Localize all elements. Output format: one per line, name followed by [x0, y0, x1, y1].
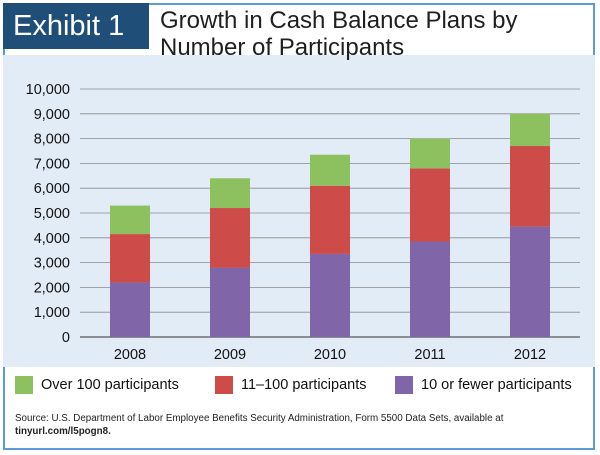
exhibit-label: Exhibit 1 [3, 3, 149, 49]
source-note: Source: U.S. Department of Labor Employe… [15, 413, 590, 438]
bar-2008-over-100-participants [110, 205, 150, 235]
y-tick-label: 9,000 [34, 107, 70, 123]
legend: Over 100 participants 11–100 participant… [15, 376, 590, 398]
y-tick-label: 8,000 [34, 132, 70, 148]
bar-2010-11-100-participants [310, 185, 350, 254]
x-tick-label: 2009 [214, 347, 246, 363]
plot-background [3, 55, 595, 367]
bar-2012-over-100-participants [510, 113, 550, 147]
x-tick-label: 2010 [314, 347, 346, 363]
bar-2009-11-100-participants [210, 208, 250, 268]
x-axis: 2008 2009 2010 2011 2012 [114, 347, 546, 363]
legend-item-10-or-fewer: 10 or fewer participants [395, 376, 572, 394]
bar-2011-10-or-fewer-participants [410, 241, 450, 337]
y-tick-label: 7,000 [34, 156, 70, 172]
bar-2008-11-100-participants [110, 234, 150, 283]
y-tick-label: 6,000 [34, 181, 70, 197]
legend-swatch-10-or-fewer [395, 376, 413, 394]
bar-2012-11-100-participants [510, 146, 550, 227]
y-tick-label: 10,000 [26, 82, 70, 98]
bar-2010-over-100-participants [310, 154, 350, 186]
legend-label-10-or-fewer: 10 or fewer participants [421, 377, 572, 393]
bar-2008-10-or-fewer-participants [110, 282, 150, 337]
y-axis: 0 1,000 2,000 3,000 4,000 5,000 6,000 7,000 8,00… [26, 82, 70, 346]
bar-2009-10-or-fewer-participants [210, 267, 250, 337]
bars [110, 113, 550, 337]
y-tick-label: 5,000 [34, 206, 70, 222]
bar-2010-10-or-fewer-participants [310, 253, 350, 337]
legend-label-11-100: 11–100 participants [241, 377, 367, 393]
legend-item-over-100: Over 100 participants [15, 376, 179, 394]
y-tick-label: 0 [62, 330, 70, 346]
source-url: tinyurl.com/l5pogn8. [15, 425, 111, 437]
legend-swatch-11-100 [215, 376, 233, 394]
y-tick-label: 2,000 [34, 280, 70, 296]
legend-label-over-100: Over 100 participants [41, 377, 179, 393]
y-tick-label: 1,000 [34, 305, 70, 321]
bar-2011-over-100-participants [410, 138, 450, 169]
x-tick-label: 2008 [114, 347, 146, 363]
x-tick-label: 2012 [514, 347, 546, 363]
bar-2011-11-100-participants [410, 168, 450, 242]
y-tick-label: 3,000 [34, 256, 70, 272]
legend-swatch-over-100 [15, 376, 33, 394]
x-tick-label: 2011 [414, 347, 445, 363]
bar-2009-over-100-participants [210, 178, 250, 209]
chart-title: Growth in Cash Balance Plans by Number o… [160, 7, 518, 61]
legend-item-11-100: 11–100 participants [215, 376, 367, 394]
source-text: Source: U.S. Department of Labor Employe… [15, 413, 504, 424]
bar-2012-10-or-fewer-participants [510, 226, 550, 337]
y-tick-label: 4,000 [34, 231, 70, 247]
